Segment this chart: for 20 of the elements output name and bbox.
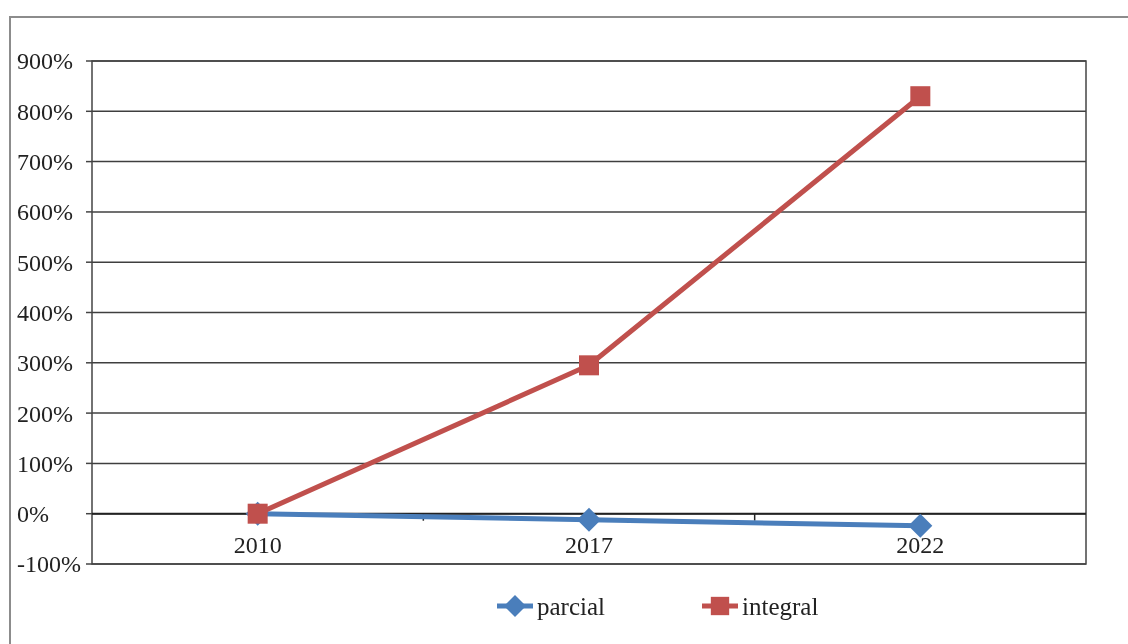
x-tick-label: 2010 <box>233 531 282 558</box>
y-tick-label: -100% <box>17 551 81 578</box>
legend-label: parcial <box>537 592 606 620</box>
point <box>908 513 933 538</box>
y-tick-label: 800% <box>17 98 73 125</box>
y-tick-label: 400% <box>17 299 73 326</box>
y-tick-label: 200% <box>17 400 73 427</box>
y-tick-label: 700% <box>17 149 73 175</box>
point <box>910 86 931 107</box>
point <box>579 355 599 376</box>
y-tick-label: 500% <box>17 249 73 276</box>
x-tick-label: 2017 <box>565 531 613 558</box>
legend-label: integral <box>742 592 819 620</box>
x-tick-label: 2022 <box>896 531 945 558</box>
y-tick-label: 100% <box>17 450 73 477</box>
y-tick-label: 600% <box>17 199 73 226</box>
point <box>577 507 601 532</box>
y-tick-label: 0% <box>17 501 49 528</box>
y-tick-label: 300% <box>17 350 73 377</box>
y-tick-label: 900% <box>17 48 73 75</box>
